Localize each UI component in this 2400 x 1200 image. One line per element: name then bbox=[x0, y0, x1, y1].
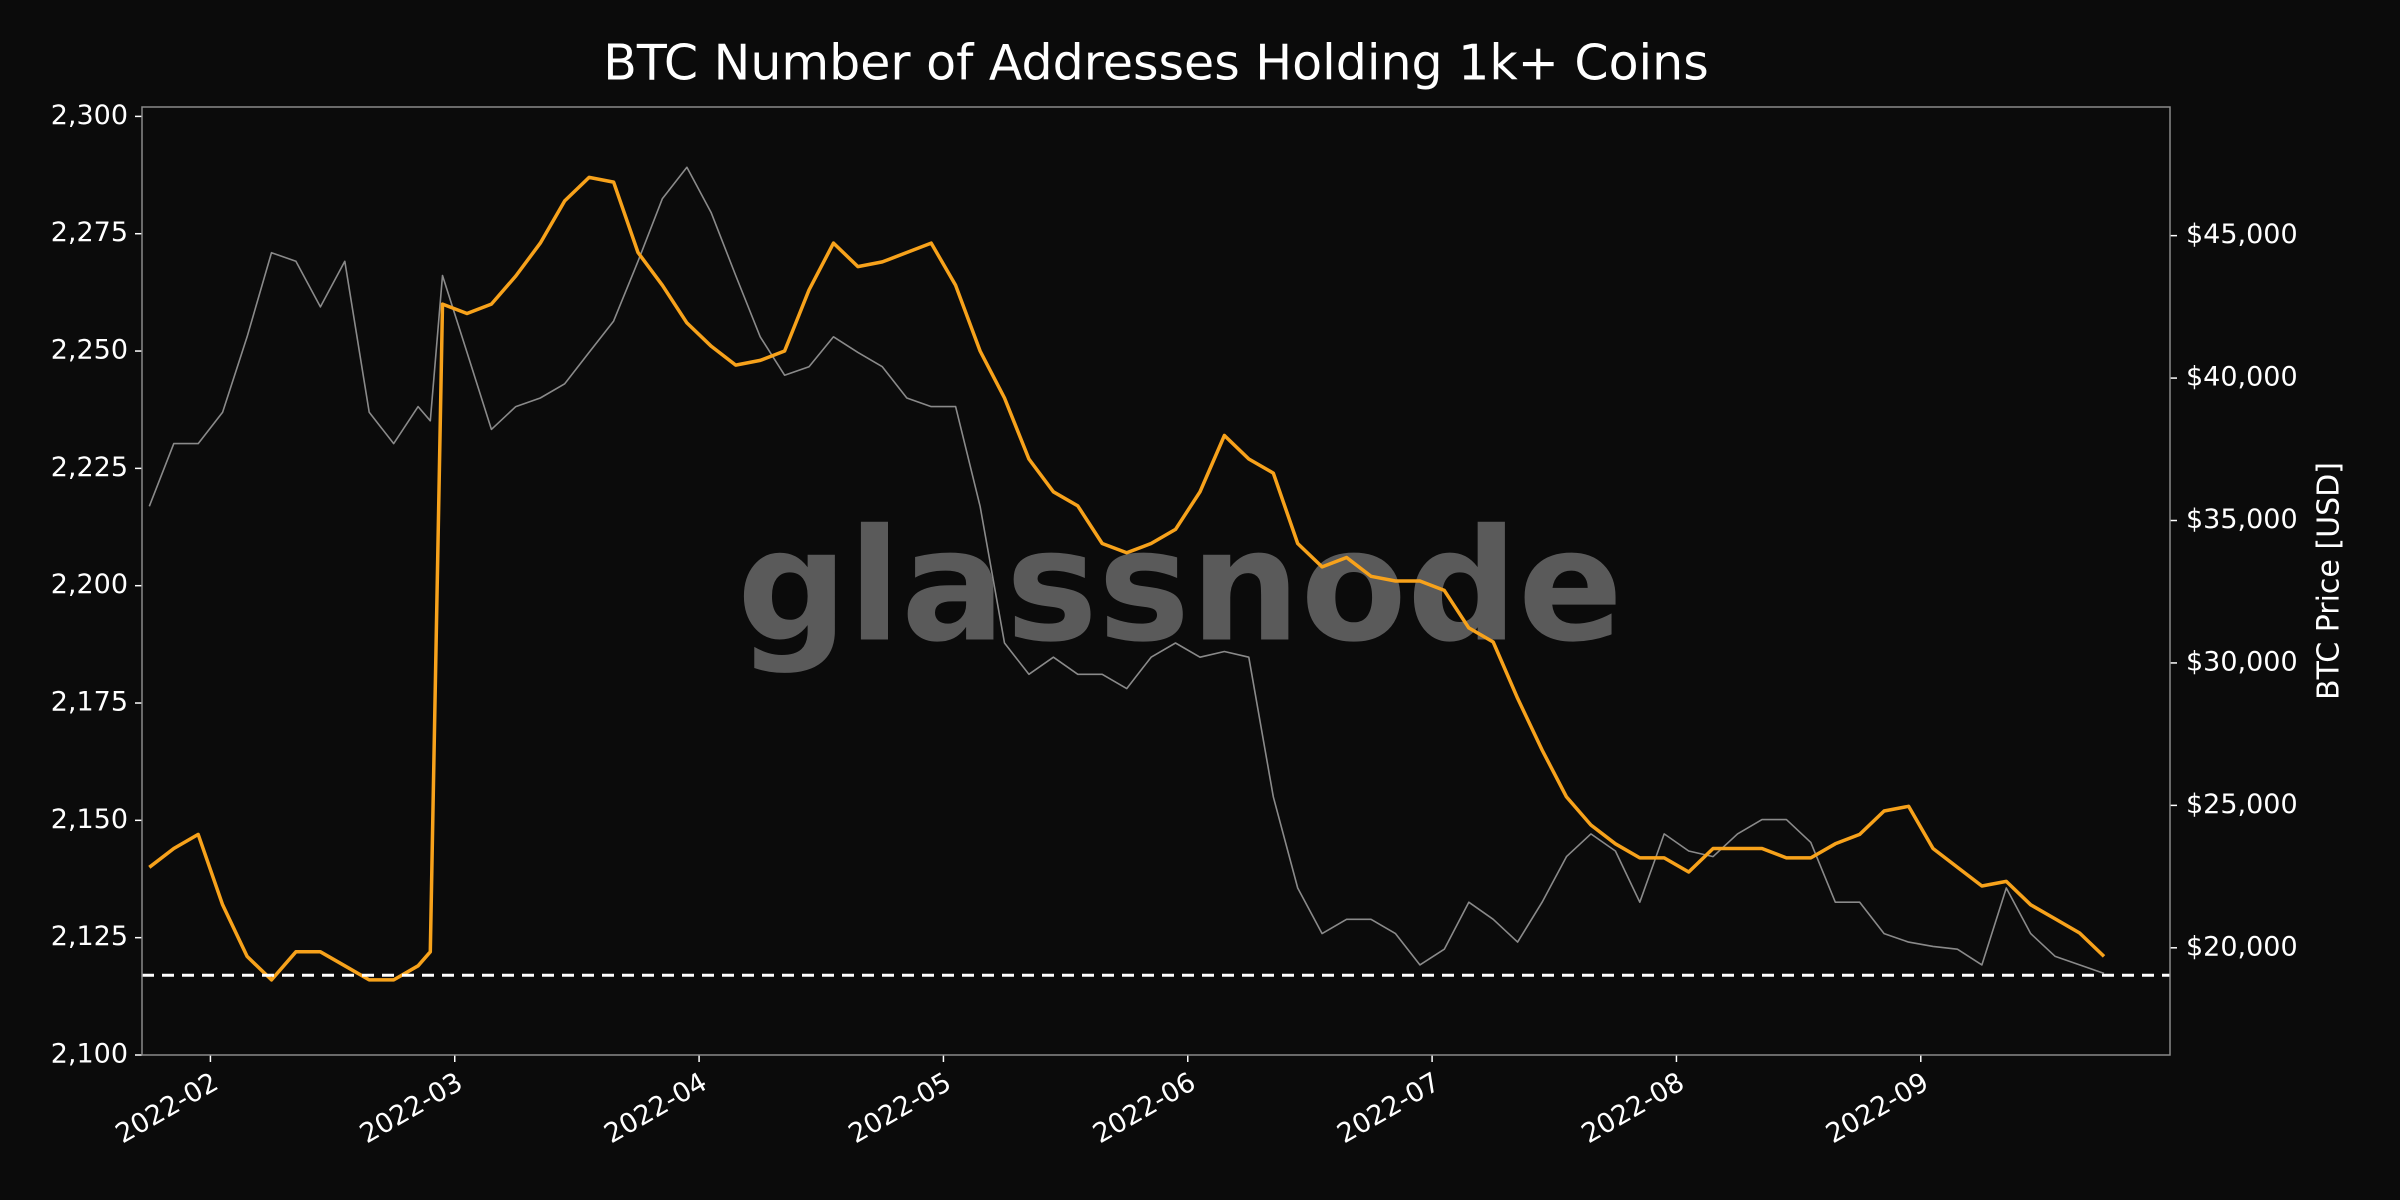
y2-tick-label: $30,000 bbox=[2186, 646, 2298, 677]
y-tick-label: 2,150 bbox=[51, 804, 128, 835]
y-tick-label: 2,200 bbox=[51, 569, 128, 600]
y-tick-label: 2,275 bbox=[51, 217, 128, 248]
y-tick-label: 2,100 bbox=[51, 1039, 128, 1070]
y2-tick-label: $35,000 bbox=[2186, 504, 2298, 535]
y2-tick-label: $40,000 bbox=[2186, 362, 2298, 393]
chart-title: BTC Number of Addresses Holding 1k+ Coin… bbox=[603, 35, 1709, 92]
series-line bbox=[148, 175, 2106, 982]
y2-axis-title: BTC Price [USD] bbox=[2312, 462, 2347, 700]
y-tick-label: 2,250 bbox=[51, 335, 128, 366]
y-tick-label: 2,225 bbox=[51, 452, 128, 483]
series-line bbox=[148, 166, 2105, 975]
y2-tick-label: $45,000 bbox=[2186, 219, 2298, 250]
y-tick-label: 2,175 bbox=[51, 687, 128, 718]
y2-tick-label: $25,000 bbox=[2186, 789, 2298, 820]
y-tick-label: 2,125 bbox=[51, 921, 128, 952]
plot-frame bbox=[141, 106, 2171, 1056]
y2-tick-label: $20,000 bbox=[2186, 931, 2298, 962]
y-tick-label: 2,300 bbox=[51, 100, 128, 131]
